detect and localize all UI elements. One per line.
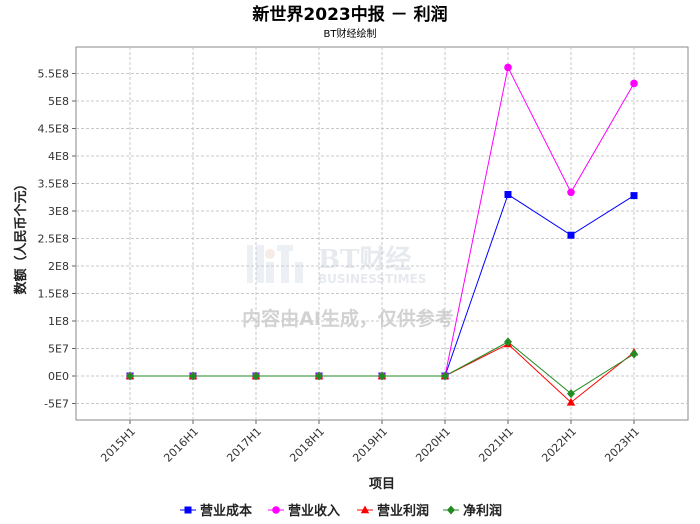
y-tick-label: 2E8 bbox=[48, 260, 69, 273]
data-point-s1-8 bbox=[630, 79, 638, 88]
bt-logo-icon bbox=[247, 245, 303, 283]
watermark: BT财经 BUSINESSTIMES bbox=[247, 244, 426, 286]
y-axis-label: 数额（人民币个元） bbox=[13, 177, 29, 294]
x-axis-ticks: 2015H1 2016H1 2017H1 2018H1 2019H1 2020H1 2021… bbox=[98, 420, 642, 465]
legend-label-3: 净利润 bbox=[463, 503, 502, 519]
legend-marker-2 bbox=[360, 505, 370, 514]
data-point-s0-6 bbox=[504, 191, 512, 198]
y-tick-label: 5E7 bbox=[48, 343, 69, 356]
y-tick-label: 4E8 bbox=[48, 150, 69, 163]
watermark-brand-en: BUSINESSTIMES bbox=[318, 272, 426, 286]
chart-subtitle: BT财经绘制 bbox=[324, 27, 377, 40]
data-point-s3-3 bbox=[315, 371, 323, 381]
y-tick-label: 3E8 bbox=[48, 205, 69, 218]
x-tick-label: 2021H1 bbox=[476, 425, 516, 465]
x-tick-label: 2019H1 bbox=[350, 425, 390, 465]
data-point-s3-5 bbox=[441, 371, 449, 381]
data-point-s3-7 bbox=[567, 389, 575, 399]
legend-label-1: 营业收入 bbox=[288, 503, 340, 519]
y-tick-label: 3.5E8 bbox=[38, 178, 69, 191]
data-point-s3-4 bbox=[378, 371, 386, 381]
chart-title: 新世界2023中报 － 利润 bbox=[252, 4, 447, 25]
legend-label-0: 营业成本 bbox=[200, 503, 252, 519]
y-tick-label: 2.5E8 bbox=[38, 233, 69, 246]
x-tick-label: 2018H1 bbox=[287, 425, 327, 465]
data-point-s3-0 bbox=[126, 371, 134, 381]
legend: 营业成本 营业收入 营业利润 净利润 bbox=[180, 503, 502, 519]
y-tick-label: 1.5E8 bbox=[38, 288, 69, 301]
x-tick-label: 2015H1 bbox=[98, 425, 138, 465]
legend-marker-3 bbox=[447, 505, 455, 515]
legend-marker-0 bbox=[184, 506, 192, 514]
data-point-s3-8 bbox=[630, 349, 638, 359]
data-point-s1-6 bbox=[504, 63, 512, 72]
watermark-notice: 内容由AI生成，仅供参考 bbox=[242, 307, 454, 330]
x-tick-label: 2022H1 bbox=[539, 425, 579, 465]
watermark-brand: BT财经 bbox=[318, 244, 411, 275]
data-point-s0-7 bbox=[567, 231, 575, 239]
y-tick-label: 1E8 bbox=[48, 315, 69, 328]
gridlines bbox=[76, 47, 688, 420]
y-tick-label: 4.5E8 bbox=[38, 123, 69, 136]
x-tick-label: 2017H1 bbox=[224, 425, 264, 465]
legend-marker-1 bbox=[272, 506, 280, 514]
y-tick-label: -5E7 bbox=[44, 398, 69, 411]
x-axis-label: 项目 bbox=[369, 477, 395, 492]
y-axis-ticks: -5E7 0E0 5E7 1E8 1.5E8 2E8 2.5E8 3E8 3.5E8 4E8 4.5… bbox=[38, 68, 76, 411]
legend-label-2: 营业利润 bbox=[377, 503, 429, 519]
y-tick-label: 5E8 bbox=[48, 95, 69, 108]
data-point-s2-7 bbox=[566, 397, 576, 406]
x-tick-label: 2020H1 bbox=[413, 425, 453, 465]
y-tick-label: 5.5E8 bbox=[38, 68, 69, 81]
series-markers bbox=[125, 63, 639, 406]
data-point-s3-1 bbox=[189, 371, 197, 381]
x-tick-label: 2016H1 bbox=[161, 425, 201, 465]
data-point-s1-7 bbox=[567, 188, 575, 197]
x-tick-label: 2023H1 bbox=[602, 425, 642, 465]
data-point-s3-6 bbox=[504, 337, 512, 347]
data-point-s0-8 bbox=[630, 192, 638, 200]
data-point-s3-2 bbox=[252, 371, 260, 381]
y-tick-label: 0E0 bbox=[48, 370, 69, 383]
